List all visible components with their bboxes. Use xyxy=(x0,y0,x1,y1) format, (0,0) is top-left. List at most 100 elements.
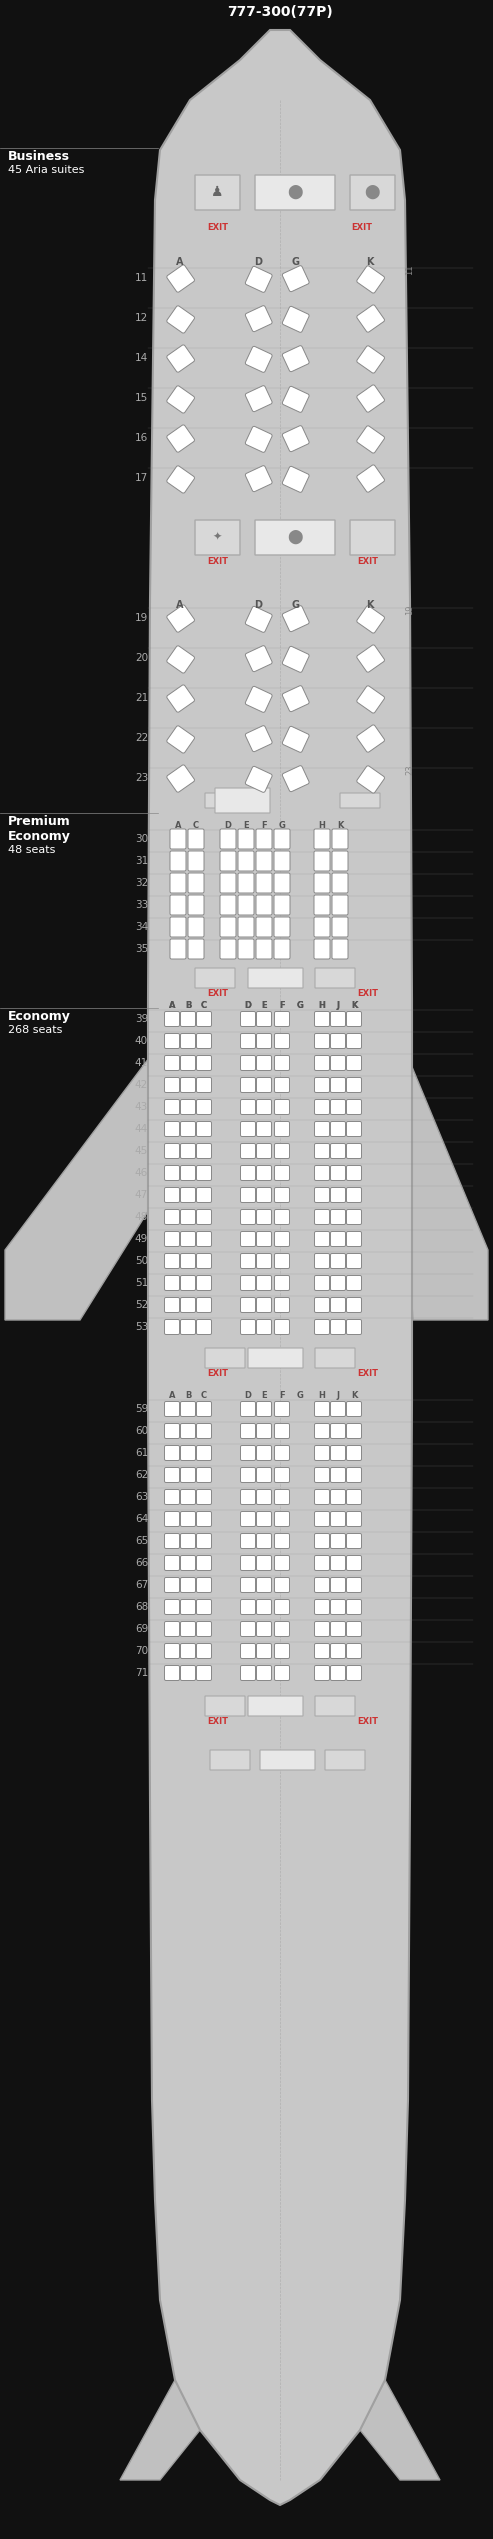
FancyBboxPatch shape xyxy=(275,1490,289,1506)
FancyBboxPatch shape xyxy=(241,1556,255,1572)
FancyBboxPatch shape xyxy=(315,1577,329,1592)
FancyBboxPatch shape xyxy=(275,1534,289,1549)
FancyBboxPatch shape xyxy=(165,1320,179,1336)
FancyBboxPatch shape xyxy=(275,1556,289,1572)
Text: 69: 69 xyxy=(135,1625,148,1635)
Text: 777-300(77P): 777-300(77P) xyxy=(227,5,333,18)
FancyBboxPatch shape xyxy=(256,1056,272,1071)
FancyBboxPatch shape xyxy=(282,427,309,452)
FancyBboxPatch shape xyxy=(167,604,195,632)
FancyBboxPatch shape xyxy=(315,1320,329,1336)
Text: Business: Business xyxy=(8,150,70,162)
FancyBboxPatch shape xyxy=(241,1297,255,1313)
FancyBboxPatch shape xyxy=(238,830,254,848)
Text: D: D xyxy=(245,1000,251,1011)
Text: F: F xyxy=(279,1000,285,1011)
FancyBboxPatch shape xyxy=(256,1275,272,1290)
FancyBboxPatch shape xyxy=(220,873,236,894)
FancyBboxPatch shape xyxy=(170,917,186,937)
FancyBboxPatch shape xyxy=(205,1696,245,1716)
Text: K: K xyxy=(351,1391,357,1402)
FancyBboxPatch shape xyxy=(347,1490,361,1506)
FancyBboxPatch shape xyxy=(246,345,272,373)
Text: 42: 42 xyxy=(135,1079,148,1089)
Text: 16: 16 xyxy=(135,434,148,442)
FancyBboxPatch shape xyxy=(256,1511,272,1526)
FancyBboxPatch shape xyxy=(274,917,290,937)
FancyBboxPatch shape xyxy=(347,1297,361,1313)
FancyBboxPatch shape xyxy=(165,1622,179,1638)
FancyBboxPatch shape xyxy=(315,967,355,988)
FancyBboxPatch shape xyxy=(275,1143,289,1158)
Text: 33: 33 xyxy=(135,899,148,909)
FancyBboxPatch shape xyxy=(256,1165,272,1181)
FancyBboxPatch shape xyxy=(188,939,204,960)
FancyBboxPatch shape xyxy=(180,1254,196,1270)
FancyBboxPatch shape xyxy=(180,1643,196,1658)
Text: 46: 46 xyxy=(135,1168,148,1178)
FancyBboxPatch shape xyxy=(275,1122,289,1137)
FancyBboxPatch shape xyxy=(241,1534,255,1549)
Text: 47: 47 xyxy=(135,1191,148,1201)
Text: K: K xyxy=(366,256,374,267)
FancyBboxPatch shape xyxy=(282,267,309,292)
FancyBboxPatch shape xyxy=(330,1666,346,1681)
FancyBboxPatch shape xyxy=(246,767,272,792)
Text: 48: 48 xyxy=(135,1211,148,1221)
FancyBboxPatch shape xyxy=(255,175,335,211)
FancyBboxPatch shape xyxy=(246,726,272,752)
Text: C: C xyxy=(193,823,199,830)
FancyBboxPatch shape xyxy=(256,1188,272,1203)
Text: 23: 23 xyxy=(405,764,414,774)
FancyBboxPatch shape xyxy=(256,1254,272,1270)
FancyBboxPatch shape xyxy=(275,1643,289,1658)
FancyBboxPatch shape xyxy=(180,1231,196,1247)
FancyBboxPatch shape xyxy=(256,1320,272,1336)
FancyBboxPatch shape xyxy=(197,1077,211,1092)
Text: K: K xyxy=(351,1000,357,1011)
FancyBboxPatch shape xyxy=(256,1622,272,1638)
FancyBboxPatch shape xyxy=(170,851,186,871)
FancyBboxPatch shape xyxy=(256,1033,272,1049)
FancyBboxPatch shape xyxy=(165,1468,179,1483)
FancyBboxPatch shape xyxy=(275,1056,289,1071)
FancyBboxPatch shape xyxy=(180,1275,196,1290)
FancyBboxPatch shape xyxy=(238,896,254,914)
Text: E: E xyxy=(261,1000,267,1011)
FancyBboxPatch shape xyxy=(275,1099,289,1115)
FancyBboxPatch shape xyxy=(165,1099,179,1115)
FancyBboxPatch shape xyxy=(241,1468,255,1483)
FancyBboxPatch shape xyxy=(347,1622,361,1638)
FancyBboxPatch shape xyxy=(197,1143,211,1158)
FancyBboxPatch shape xyxy=(330,1402,346,1417)
FancyBboxPatch shape xyxy=(197,1468,211,1483)
FancyBboxPatch shape xyxy=(330,1297,346,1313)
FancyBboxPatch shape xyxy=(238,851,254,871)
FancyBboxPatch shape xyxy=(315,1696,355,1716)
FancyBboxPatch shape xyxy=(246,607,272,632)
FancyBboxPatch shape xyxy=(256,1445,272,1460)
FancyBboxPatch shape xyxy=(180,1297,196,1313)
FancyBboxPatch shape xyxy=(220,939,236,960)
FancyBboxPatch shape xyxy=(241,1165,255,1181)
Text: K: K xyxy=(351,1000,357,1011)
FancyBboxPatch shape xyxy=(347,1600,361,1615)
FancyBboxPatch shape xyxy=(315,1297,329,1313)
FancyBboxPatch shape xyxy=(347,1209,361,1224)
FancyBboxPatch shape xyxy=(275,1511,289,1526)
FancyBboxPatch shape xyxy=(167,386,195,414)
FancyBboxPatch shape xyxy=(315,1445,329,1460)
FancyBboxPatch shape xyxy=(241,1320,255,1336)
FancyBboxPatch shape xyxy=(314,917,330,937)
FancyBboxPatch shape xyxy=(241,1254,255,1270)
FancyBboxPatch shape xyxy=(165,1600,179,1615)
FancyBboxPatch shape xyxy=(315,1011,329,1026)
FancyBboxPatch shape xyxy=(282,386,309,411)
Text: D: D xyxy=(224,823,232,830)
FancyBboxPatch shape xyxy=(180,1490,196,1506)
FancyBboxPatch shape xyxy=(347,1424,361,1440)
FancyBboxPatch shape xyxy=(241,1033,255,1049)
FancyBboxPatch shape xyxy=(195,175,240,211)
FancyBboxPatch shape xyxy=(165,1209,179,1224)
Text: 35: 35 xyxy=(135,945,148,955)
